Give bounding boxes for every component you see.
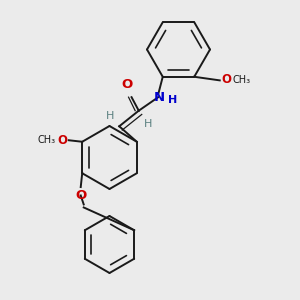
Text: H: H [144, 119, 152, 129]
Text: H: H [106, 111, 114, 121]
Text: N: N [153, 91, 164, 104]
Text: CH₃: CH₃ [38, 135, 56, 145]
Text: CH₃: CH₃ [232, 75, 250, 85]
Text: O: O [58, 134, 68, 147]
Text: O: O [121, 78, 132, 91]
Text: O: O [75, 189, 86, 202]
Text: H: H [168, 94, 177, 105]
Text: O: O [221, 73, 231, 86]
